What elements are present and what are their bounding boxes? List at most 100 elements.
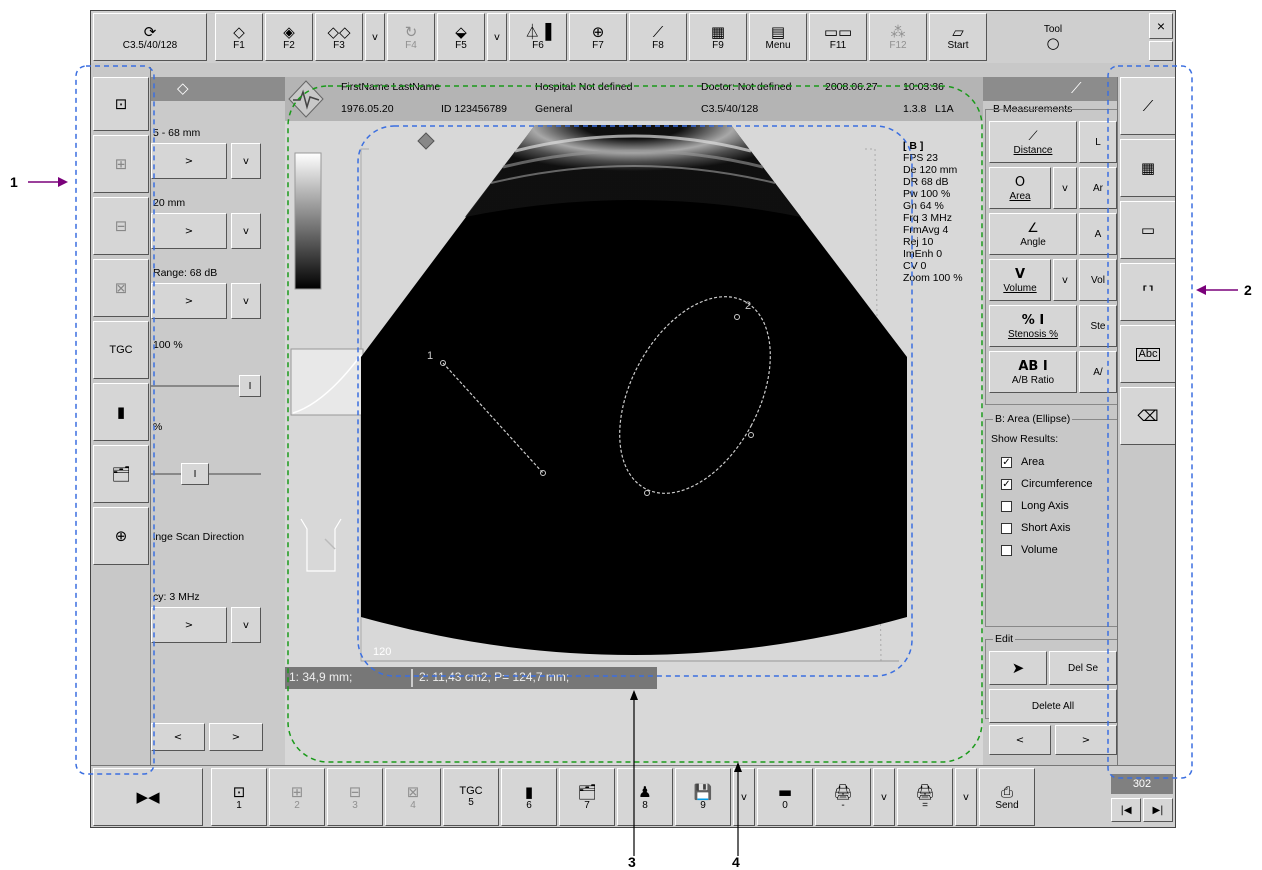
- range-increase-button[interactable]: >: [151, 283, 227, 319]
- print-icon: 🖨: [833, 782, 853, 801]
- callout-2: 2: [1244, 282, 1252, 298]
- body-marker-button[interactable]: ⸢⸣: [1120, 263, 1175, 321]
- area-button[interactable]: O Area: [989, 167, 1051, 209]
- f8-button[interactable]: ⟋ F8: [629, 13, 687, 61]
- f4-button[interactable]: ↻ F4: [387, 13, 435, 61]
- mode-b-button[interactable]: ⊡: [93, 77, 149, 131]
- next-frame-button[interactable]: ▶|: [1143, 798, 1173, 822]
- bottom-button-minus[interactable]: 🖨 -: [815, 768, 871, 826]
- distance-button[interactable]: ⟋ Distance: [989, 121, 1077, 163]
- tool-button[interactable]: Tool ○: [989, 13, 1117, 61]
- mode-bm-button[interactable]: ⊞: [93, 135, 149, 193]
- focus-increase-button[interactable]: >: [151, 213, 227, 249]
- probe-select-button[interactable]: ⟳ C3.5/40/128: [93, 13, 207, 61]
- stenosis-button[interactable]: % I Stenosis %: [989, 305, 1077, 347]
- calculator-tool-button[interactable]: ▦: [1120, 139, 1175, 197]
- mode-bb-button[interactable]: ⊟: [93, 197, 149, 255]
- send-button[interactable]: ⎙ Send: [979, 768, 1035, 826]
- area-dropdown-button[interactable]: v: [1053, 167, 1077, 209]
- bottom-button-equals[interactable]: 🖨 =: [897, 768, 953, 826]
- long-axis-checkbox[interactable]: [1001, 501, 1012, 512]
- menu-button[interactable]: ▤ Menu: [749, 13, 807, 61]
- minimize-button[interactable]: [1149, 41, 1173, 61]
- f3-button[interactable]: ◇◇ F3: [315, 13, 363, 61]
- scan-direction-label[interactable]: inge Scan Direction: [153, 531, 245, 543]
- bottom-button-3[interactable]: ⊟ 3: [327, 768, 383, 826]
- bottom-button-6[interactable]: ▮ 6: [501, 768, 557, 826]
- range-dropdown-button[interactable]: v: [231, 283, 261, 319]
- f5-button[interactable]: ⬙ F5: [437, 13, 485, 61]
- bottom-button-8[interactable]: ♟ 8: [617, 768, 673, 826]
- zoom-button[interactable]: ⊕: [93, 507, 149, 565]
- volume-checkbox[interactable]: [1001, 545, 1012, 556]
- volume-alt-button[interactable]: Vol: [1079, 259, 1117, 301]
- gain-slider-thumb[interactable]: I: [181, 463, 209, 485]
- f7-button[interactable]: ⊕ F7: [569, 13, 627, 61]
- depth-dropdown-button[interactable]: v: [231, 143, 261, 179]
- grayscale-button[interactable]: ▮: [93, 383, 149, 441]
- ratio-button[interactable]: AB I A/B Ratio: [989, 351, 1077, 393]
- f9-button[interactable]: ▦ F9: [689, 13, 747, 61]
- distance-alt-button[interactable]: L: [1079, 121, 1117, 163]
- depth-increase-button[interactable]: >: [151, 143, 227, 179]
- power-slider-track[interactable]: [151, 385, 261, 387]
- delete-all-button[interactable]: Delete All: [989, 689, 1117, 723]
- panel-prev-button[interactable]: <: [151, 723, 205, 751]
- bottom-button-minus-dropdown[interactable]: v: [873, 768, 895, 826]
- freeze-button[interactable]: ▶◀: [93, 768, 203, 826]
- measure-prev-button[interactable]: <: [989, 725, 1051, 755]
- close-button[interactable]: ×: [1149, 13, 1173, 39]
- bottom-button-7[interactable]: 🗂 7: [559, 768, 615, 826]
- chevron-left-icon: <: [173, 731, 183, 743]
- select-pointer-button[interactable]: ➤: [989, 651, 1047, 685]
- distance-tool-button[interactable]: ⟋: [1120, 77, 1175, 135]
- bottom-button-1[interactable]: ⊡ 1: [211, 768, 267, 826]
- bottom-button-equals-dropdown[interactable]: v: [955, 768, 977, 826]
- archive-button[interactable]: 🗂: [93, 445, 149, 503]
- chevron-right-icon: >: [231, 731, 241, 743]
- f6-button[interactable]: ⏃▐ F6: [509, 13, 567, 61]
- bottom-button-4[interactable]: ⊠ 4: [385, 768, 441, 826]
- bottom-button-9[interactable]: 💾 9: [675, 768, 731, 826]
- focus-dropdown-button[interactable]: v: [231, 213, 261, 249]
- area-alt-button[interactable]: Ar: [1079, 167, 1117, 209]
- angle-alt-button[interactable]: A: [1079, 213, 1117, 255]
- bottom-button-5[interactable]: TGC 5: [443, 768, 499, 826]
- frequency-increase-button[interactable]: >: [151, 607, 227, 643]
- f12-button[interactable]: ⁂ F12: [869, 13, 927, 61]
- bottom-button-0-label: 0: [782, 799, 788, 811]
- measure-next-button[interactable]: >: [1055, 725, 1117, 755]
- frequency-dropdown-button[interactable]: v: [231, 607, 261, 643]
- volume-button[interactable]: V Volume: [989, 259, 1051, 301]
- delete-selected-button[interactable]: Del Se: [1049, 651, 1117, 685]
- prev-frame-button[interactable]: |◀: [1111, 798, 1141, 822]
- f2-button[interactable]: ◈ F2: [265, 13, 313, 61]
- f5-dropdown-button[interactable]: v: [487, 13, 507, 61]
- f1-button[interactable]: ◇ F1: [215, 13, 263, 61]
- bottom-button-9-dropdown[interactable]: v: [733, 768, 755, 826]
- ultrasound-image[interactable]: 1 2 120: [285, 121, 983, 727]
- power-slider-thumb[interactable]: I: [239, 375, 261, 397]
- stenosis-alt-button[interactable]: Ste: [1079, 305, 1117, 347]
- exam-type: General: [535, 103, 573, 115]
- tgc-button[interactable]: TGC: [93, 321, 149, 379]
- panel-next-button[interactable]: >: [209, 723, 263, 751]
- circumference-checkbox[interactable]: ✓: [1001, 479, 1012, 490]
- f11-button[interactable]: ▭▭ F11: [809, 13, 867, 61]
- bottom-button-2[interactable]: ⊞ 2: [269, 768, 325, 826]
- f3-dropdown-button[interactable]: v: [365, 13, 385, 61]
- angle-button[interactable]: ∠ Angle: [989, 213, 1077, 255]
- menu-label: Menu: [765, 39, 791, 51]
- annotation-button[interactable]: Abc: [1120, 325, 1175, 383]
- short-axis-checkbox[interactable]: [1001, 523, 1012, 534]
- grayscale-icon: ▮: [524, 782, 534, 801]
- start-button[interactable]: ▱ Start: [929, 13, 987, 61]
- tgc-icon: TGC: [459, 785, 483, 797]
- area-checkbox[interactable]: ✓: [1001, 457, 1012, 468]
- volume-dropdown-button[interactable]: v: [1053, 259, 1077, 301]
- bottom-button-0[interactable]: ▬ 0: [757, 768, 813, 826]
- ratio-alt-button[interactable]: A/: [1079, 351, 1117, 393]
- mode-4b-button[interactable]: ⊠: [93, 259, 149, 317]
- frames-tool-button[interactable]: ▭: [1120, 201, 1175, 259]
- eraser-button[interactable]: ⌫: [1120, 387, 1175, 445]
